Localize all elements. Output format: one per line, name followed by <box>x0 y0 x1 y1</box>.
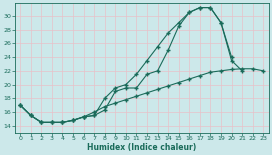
X-axis label: Humidex (Indice chaleur): Humidex (Indice chaleur) <box>87 143 196 152</box>
